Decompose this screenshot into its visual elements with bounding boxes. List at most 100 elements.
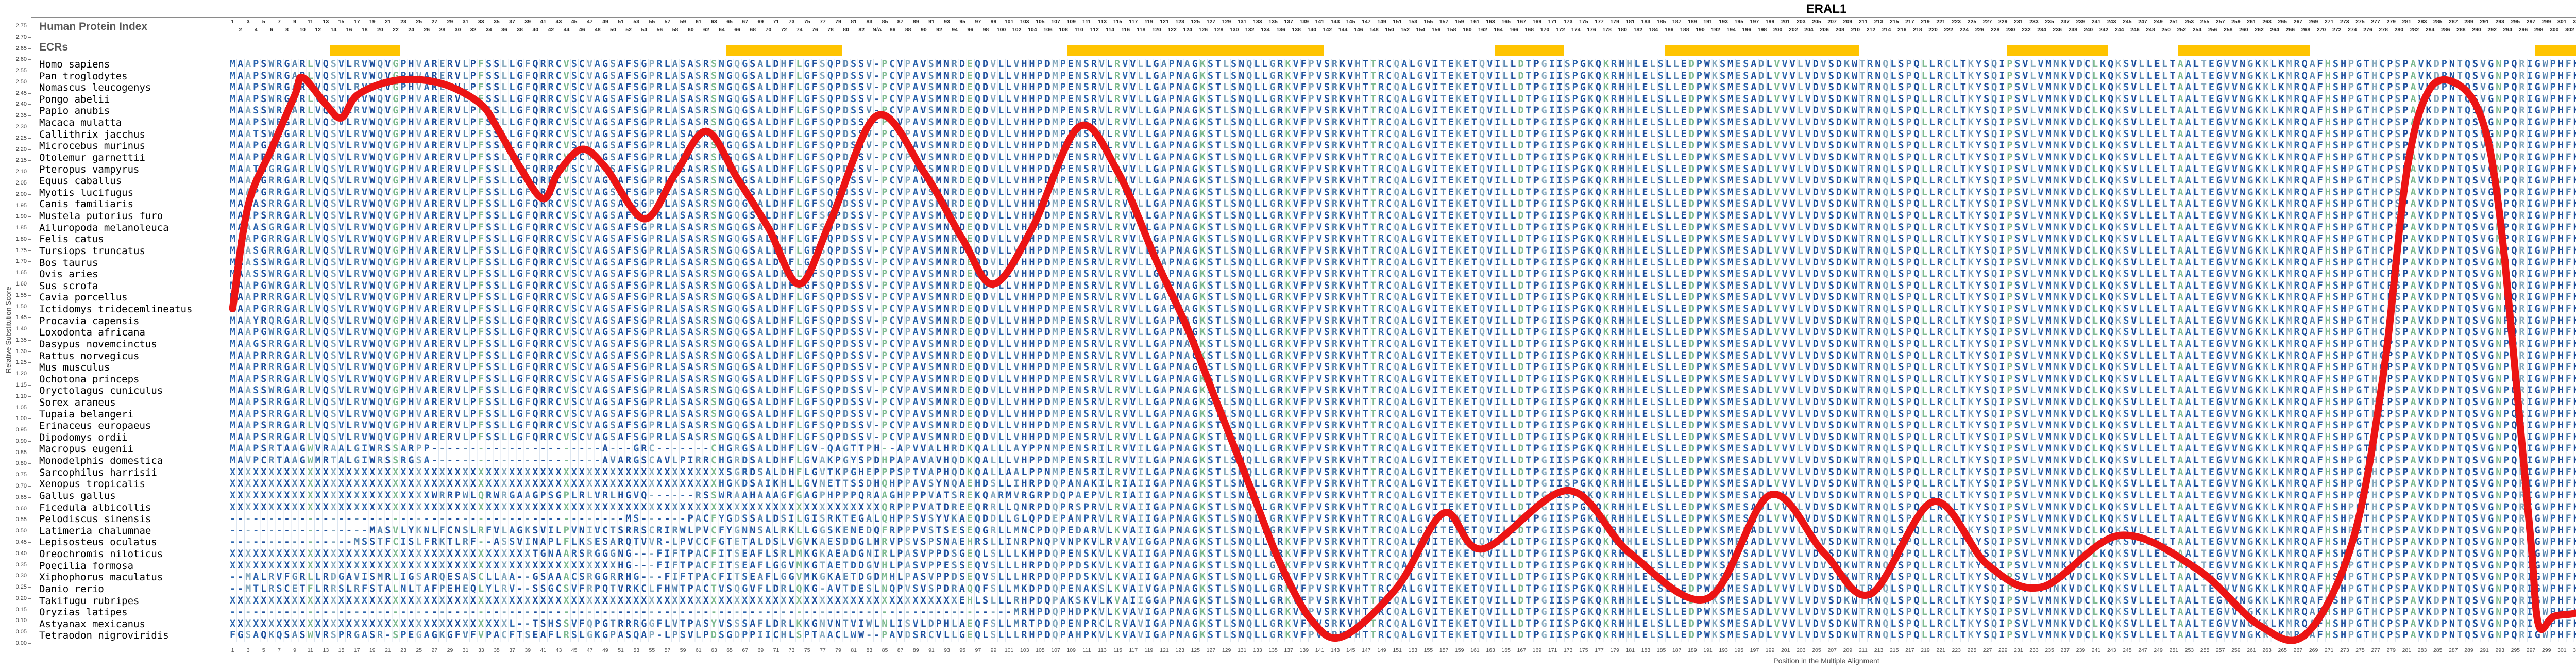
- residue-cell: S: [679, 59, 687, 71]
- residue-cell: D: [981, 71, 989, 82]
- residue-cell: R: [1866, 82, 1874, 94]
- residue-cell: P: [648, 71, 655, 82]
- residue-cell: L: [997, 152, 1005, 164]
- residue-cell: G: [803, 105, 811, 117]
- residue-cell: S: [1719, 59, 1726, 71]
- residue-cell: E: [2208, 59, 2215, 71]
- residue-cell: K: [2099, 71, 2107, 82]
- residue-cell: K: [2114, 59, 2122, 71]
- residue-cell: L: [307, 129, 314, 141]
- residue-cell: L: [764, 129, 772, 141]
- residue-cell: P: [469, 164, 477, 176]
- residue-cell: V: [2231, 59, 2239, 71]
- index-cell: 238: [2065, 27, 2080, 33]
- residue-cell: A: [2410, 129, 2417, 141]
- residue-cell: G: [640, 164, 648, 176]
- residue-cell: R: [275, 105, 283, 117]
- residue-cell: N: [718, 105, 725, 117]
- ecrs-label: ECRs: [39, 41, 68, 54]
- residue-cell: D: [1688, 71, 1696, 82]
- index-cell: 185: [1654, 19, 1669, 25]
- residue-cell: T: [2363, 71, 2370, 82]
- residue-cell: N: [1075, 117, 1082, 129]
- residue-cell: L: [1672, 164, 1680, 176]
- residue-cell: Q: [733, 59, 741, 71]
- residue-cell: V: [989, 164, 997, 176]
- index-cell: 203: [1793, 19, 1809, 25]
- residue-cell: F: [2565, 164, 2572, 176]
- residue-cell: H: [2370, 129, 2378, 141]
- residue-cell: R: [951, 59, 958, 71]
- residue-cell: F: [477, 82, 485, 94]
- index-cell: 101: [1002, 19, 1017, 25]
- residue-cell: K: [1455, 152, 1463, 164]
- residue-cell: R: [353, 105, 361, 117]
- residue-cell: C: [2083, 140, 2091, 152]
- residue-cell: G: [741, 164, 749, 176]
- residue-cell: L: [1665, 164, 1672, 176]
- residue-cell: Q: [1882, 152, 1889, 164]
- residue-cell: L: [508, 82, 516, 94]
- residue-cell: Q: [1245, 94, 1253, 106]
- residue-cell: V: [1789, 71, 1797, 82]
- residue-cell: N: [1874, 94, 1882, 106]
- residue-cell: L: [2091, 105, 2099, 117]
- index-cell: 44: [559, 27, 574, 33]
- y-tick-label: 1.80: [7, 236, 27, 242]
- residue-cell: L: [1928, 117, 1936, 129]
- residue-cell: N: [2053, 94, 2060, 106]
- residue-cell: F: [523, 82, 531, 94]
- residue-cell: N: [2239, 94, 2246, 106]
- residue-cell: V: [1292, 129, 1300, 141]
- residue-cell: A: [2177, 82, 2184, 94]
- residue-cell: G: [1268, 94, 1276, 106]
- residue-cell: S: [330, 164, 337, 176]
- residue-cell: P: [648, 94, 655, 106]
- residue-cell: E: [1680, 129, 1688, 141]
- residue-cell: F: [2565, 105, 2572, 117]
- residue-cell: V: [2417, 129, 2425, 141]
- residue-cell: P: [1308, 140, 1315, 152]
- residue-cell: T: [1362, 117, 1369, 129]
- residue-cell: S: [679, 105, 687, 117]
- residue-cell: P: [880, 94, 888, 106]
- residue-cell: S: [1719, 71, 1726, 82]
- residue-cell: V: [1129, 105, 1137, 117]
- residue-cell: S: [1230, 94, 1238, 106]
- residue-cell: I: [1432, 164, 1439, 176]
- residue-cell: F: [523, 71, 531, 82]
- residue-cell: V: [920, 94, 927, 106]
- residue-cell: Q: [1478, 117, 1486, 129]
- residue-cell: G: [2487, 105, 2495, 117]
- residue-cell: A: [236, 129, 244, 141]
- residue-cell: P: [2347, 140, 2355, 152]
- residue-cell: M: [1052, 82, 1059, 94]
- index-cell: 122: [1164, 27, 1180, 33]
- residue-cell: L: [2192, 164, 2200, 176]
- residue-cell: S: [679, 140, 687, 152]
- residue-cell: D: [1835, 117, 1843, 129]
- residue-cell: D: [981, 164, 989, 176]
- residue-cell: R: [1090, 94, 1098, 106]
- residue-cell: A: [2177, 129, 2184, 141]
- residue-cell: L: [1409, 82, 1416, 94]
- residue-cell: S: [1230, 129, 1238, 141]
- residue-cell: C: [2378, 164, 2386, 176]
- residue-cell: R: [951, 117, 958, 129]
- residue-cell: L: [997, 82, 1005, 94]
- residue-cell: D: [981, 94, 989, 106]
- residue-cell: H: [779, 164, 787, 176]
- residue-cell: V: [1315, 82, 1323, 94]
- residue-cell: L: [1921, 59, 1928, 71]
- residue-cell: V: [1820, 129, 1827, 141]
- residue-cell: L: [664, 71, 671, 82]
- residue-cell: V: [896, 105, 904, 117]
- residue-cell: R: [2293, 94, 2301, 106]
- residue-cell: T: [1959, 140, 1967, 152]
- residue-cell: Q: [974, 129, 981, 141]
- residue-cell: R: [353, 71, 361, 82]
- residue-cell: P: [1036, 105, 1044, 117]
- residue-cell: L: [1144, 59, 1152, 71]
- residue-cell: C: [578, 105, 586, 117]
- index-cell: 53: [629, 19, 644, 25]
